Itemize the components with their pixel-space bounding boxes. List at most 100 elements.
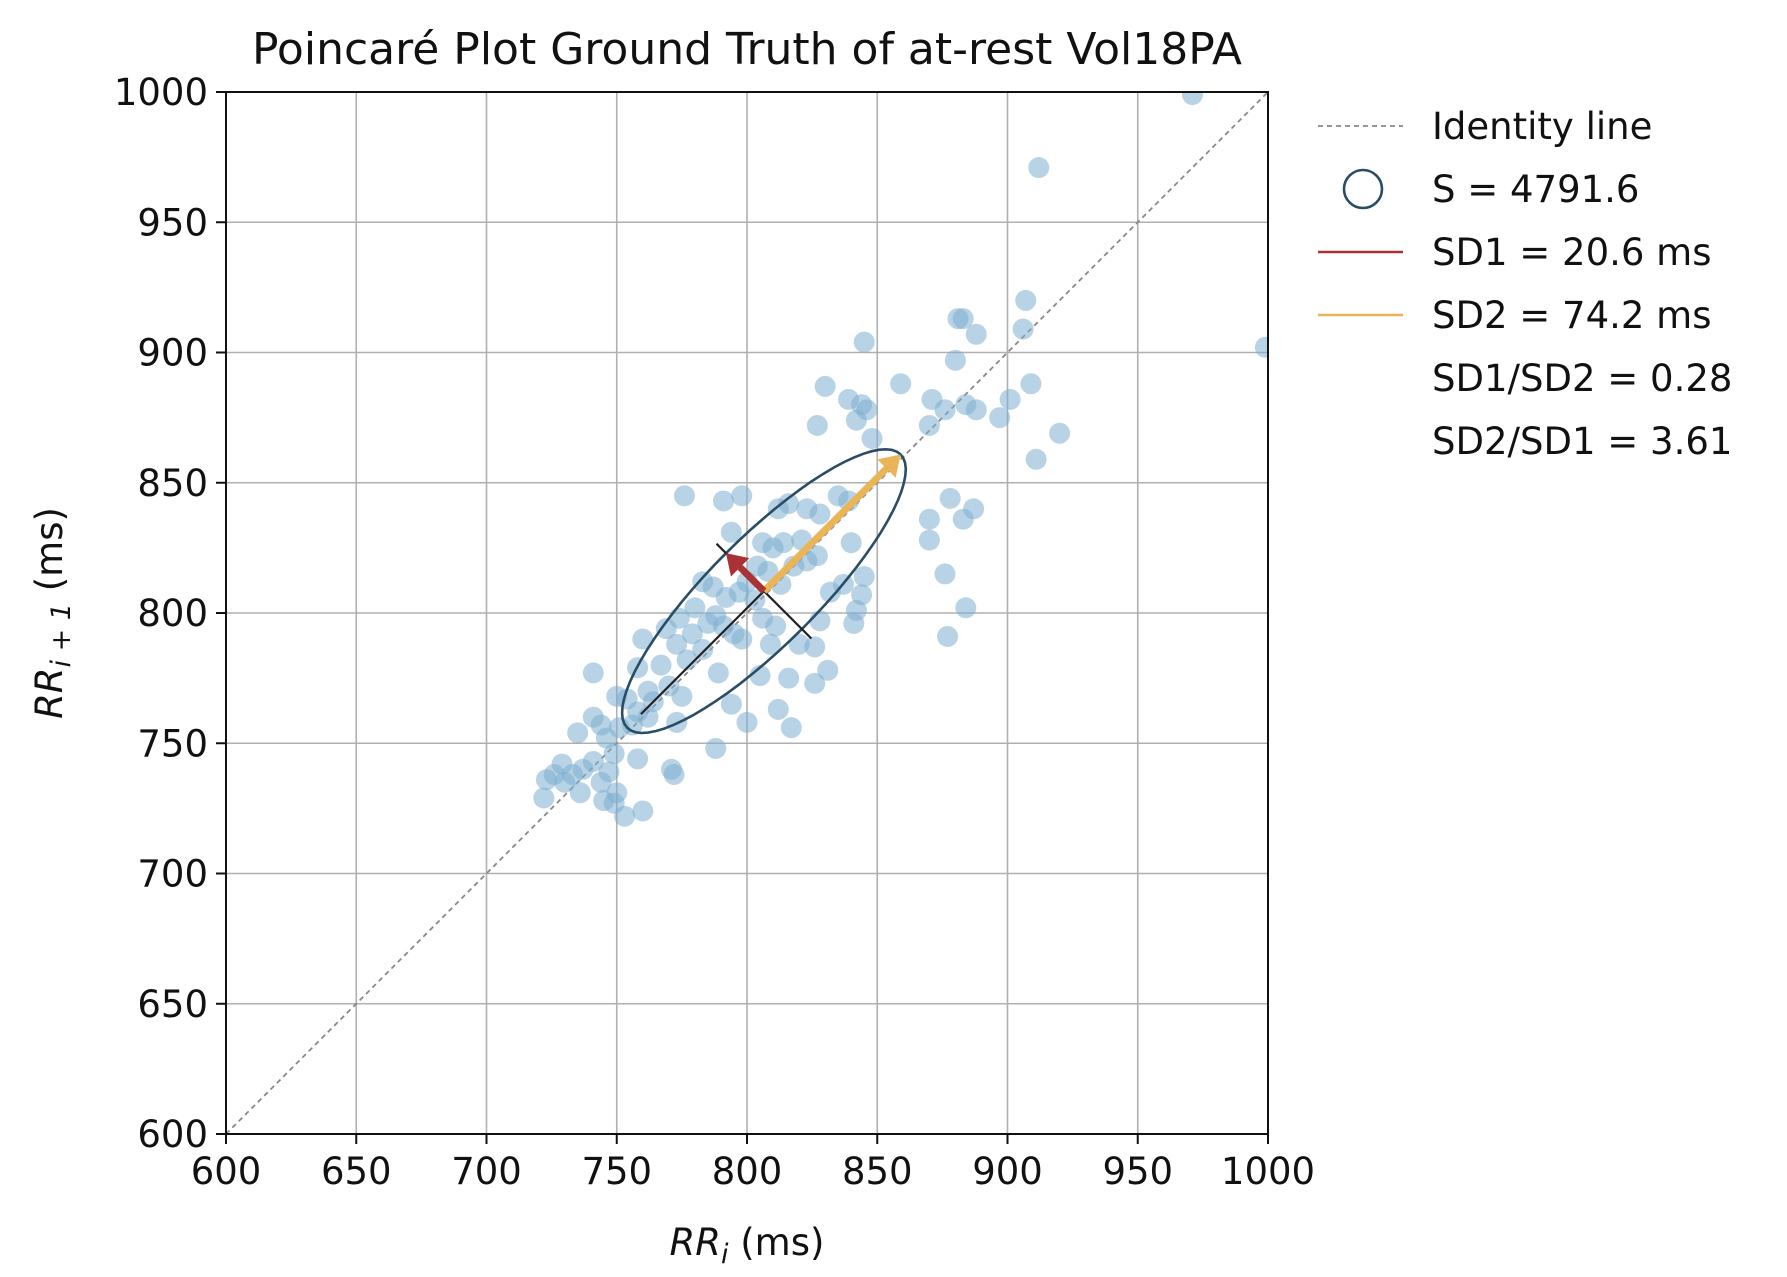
x-axis-label-sub: i	[721, 1239, 729, 1270]
y-tick-label: 900	[137, 332, 208, 375]
data-point	[705, 737, 727, 759]
data-point	[533, 787, 555, 809]
data-point	[707, 662, 729, 684]
data-point	[736, 711, 758, 733]
data-point	[965, 399, 987, 421]
data-point	[655, 618, 677, 640]
data-point	[627, 748, 649, 770]
y-tick-label: 950	[137, 201, 208, 244]
data-point	[603, 743, 625, 765]
y-tick-label: 700	[137, 853, 208, 896]
x-tick-label: 800	[712, 1150, 783, 1193]
data-point	[666, 633, 688, 655]
y-tick-label: 750	[137, 722, 208, 765]
data-point	[713, 490, 735, 512]
sd2-arrow-head	[877, 454, 901, 478]
data-point	[918, 529, 940, 551]
x-axis-label-unit: (ms)	[728, 1221, 824, 1264]
y-tick-label: 600	[137, 1113, 208, 1156]
ellipse-and-axes-layer	[620, 447, 908, 735]
data-point	[1254, 336, 1268, 358]
legend-label: S = 4791.6	[1432, 168, 1639, 211]
data-point	[1181, 92, 1203, 106]
data-point	[757, 560, 779, 582]
data-point	[1012, 318, 1034, 340]
x-tick-label: 750	[581, 1150, 652, 1193]
data-point	[937, 625, 959, 647]
data-point	[663, 764, 685, 786]
data-point	[598, 761, 620, 783]
data-point	[780, 717, 802, 739]
data-point	[952, 308, 974, 330]
data-point	[819, 581, 841, 603]
data-point	[1020, 373, 1042, 395]
data-point	[765, 615, 787, 637]
x-tick-label: 950	[1102, 1150, 1173, 1193]
data-point	[759, 633, 781, 655]
data-point	[809, 610, 831, 632]
y-axis-label-sub: i + 1	[46, 603, 77, 667]
data-point	[778, 667, 800, 689]
data-point	[989, 407, 1011, 429]
data-point	[934, 563, 956, 585]
sd2-arrow-shaft	[761, 466, 889, 594]
data-point	[788, 633, 810, 655]
data-point	[804, 636, 826, 658]
data-point	[650, 654, 672, 676]
identity-line-layer	[226, 92, 1268, 1134]
data-point	[1028, 157, 1050, 179]
legend: Identity line S = 4791.6 SD1 = 20.6 ms SD2 …	[1318, 105, 1732, 463]
data-point	[731, 628, 753, 650]
data-point	[918, 414, 940, 436]
data-point	[853, 331, 875, 353]
data-point	[632, 628, 654, 650]
x-tick-label: 900	[972, 1150, 1043, 1193]
data-point	[806, 545, 828, 567]
legend-label: SD1 = 20.6 ms	[1432, 231, 1712, 274]
x-tick-label: 600	[191, 1150, 262, 1193]
data-point	[632, 800, 654, 822]
data-point	[614, 805, 636, 827]
data-point	[595, 727, 617, 749]
data-point	[804, 672, 826, 694]
y-axis-label-unit: (ms)	[28, 507, 71, 603]
data-point	[1025, 448, 1047, 470]
y-tick-label: 850	[137, 462, 208, 505]
x-axis-label-main: RR	[670, 1221, 721, 1264]
x-tick-label: 850	[842, 1150, 913, 1193]
data-point	[965, 323, 987, 345]
data-point	[681, 623, 703, 645]
data-point	[1049, 422, 1071, 444]
axis-ticks: 600 650 700 750 800 850 900 950 1000 600 650 700 750…	[114, 71, 1315, 1193]
data-point	[582, 662, 604, 684]
data-point	[720, 693, 742, 715]
data-point	[762, 537, 784, 559]
sd1-arrow-shaft	[737, 564, 767, 594]
data-point	[673, 485, 695, 507]
y-axis-label-main: RR	[28, 668, 71, 719]
data-point	[890, 373, 912, 395]
data-point	[697, 612, 719, 634]
data-point	[684, 597, 706, 619]
data-point	[731, 485, 753, 507]
data-point	[999, 388, 1021, 410]
data-point	[778, 493, 800, 515]
data-point	[814, 375, 836, 397]
data-point	[952, 508, 974, 530]
data-point	[955, 597, 977, 619]
data-point	[567, 722, 589, 744]
data-point	[939, 487, 961, 509]
data-point	[840, 532, 862, 554]
sd1-arrow-head	[725, 553, 750, 577]
data-point	[535, 769, 557, 791]
scatter-points	[533, 92, 1268, 827]
data-point	[944, 349, 966, 371]
legend-label: SD2/SD1 = 3.61	[1432, 420, 1732, 463]
identity-line	[226, 92, 1268, 1134]
data-point	[676, 649, 698, 671]
x-axis-label: RRi (ms)	[670, 1221, 825, 1270]
chart-title: Poincaré Plot Ground Truth of at-rest Vo…	[252, 24, 1242, 75]
legend-label: Identity line	[1432, 105, 1652, 148]
y-tick-label: 800	[137, 592, 208, 635]
